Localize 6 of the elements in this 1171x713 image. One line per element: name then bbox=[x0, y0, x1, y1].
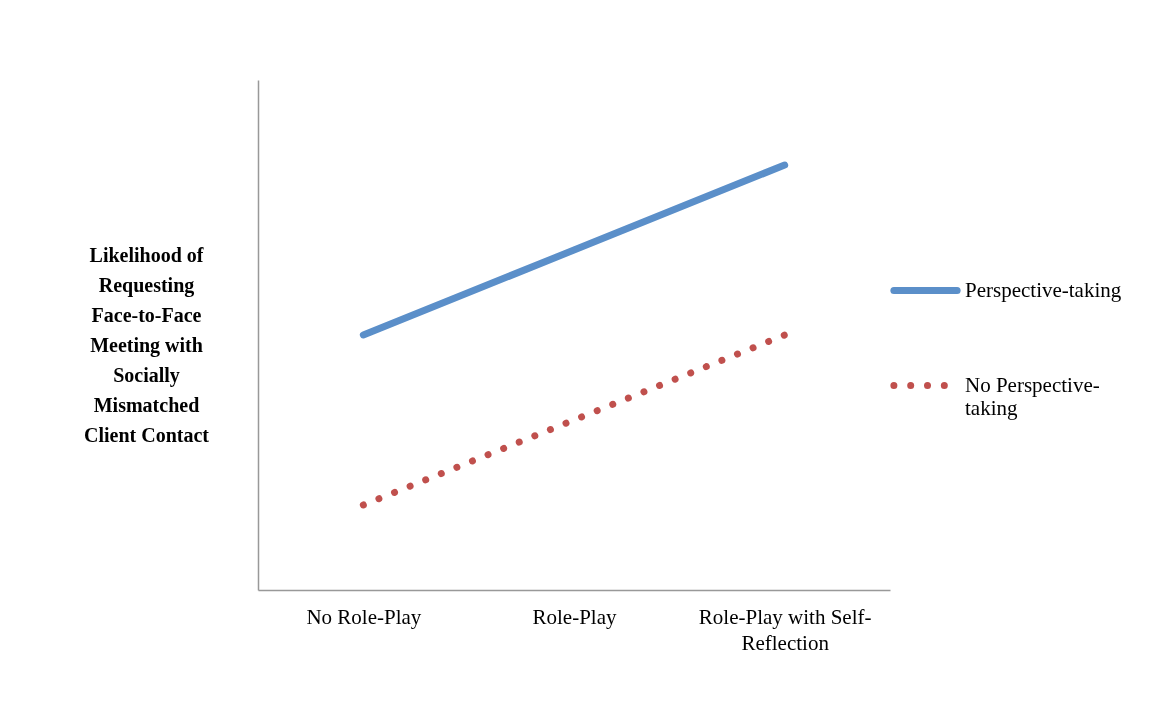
x-tick-label: Role-Play with Self-Reflection bbox=[698, 604, 872, 655]
x-tick-label: Role-Play bbox=[532, 604, 617, 629]
legend-label: No Perspective-taking bbox=[965, 372, 1100, 420]
legend-label: Perspective-taking bbox=[965, 277, 1122, 302]
x-tick-label: No Role-Play bbox=[306, 604, 422, 629]
y-axis-title: Likelihood of Requesting Face-to-Face Meeting with Socially Mismatched Client Contact bbox=[84, 243, 210, 446]
